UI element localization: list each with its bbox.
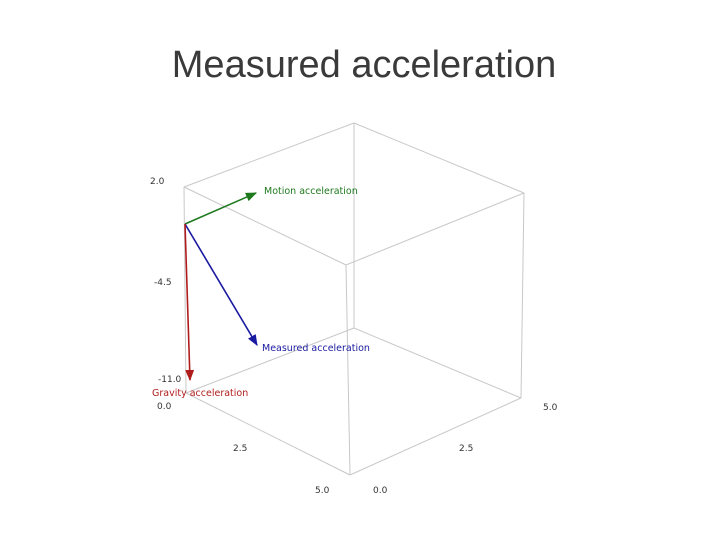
box-edge (183, 122, 355, 188)
box-edge (353, 327, 522, 399)
box-edge (345, 264, 351, 476)
slide-title: Measured acceleration (171, 44, 557, 86)
box-edge (520, 192, 525, 399)
box-edge (183, 186, 187, 394)
x-tick-start: 0.0 (157, 402, 172, 412)
y-tick-end: 5.0 (543, 403, 558, 413)
box-edge (183, 186, 347, 266)
x-tick-mid: 2.5 (233, 444, 247, 454)
box-edge (349, 397, 522, 476)
box-edge (353, 122, 525, 194)
x-tick-end: 5.0 (315, 486, 330, 496)
measured-vector-arrow (184, 223, 258, 346)
z-tick-bottom: -11.0 (158, 375, 182, 385)
motion-vector-label: Motion acceleration (264, 186, 358, 197)
z-tick-mid: -4.5 (154, 278, 172, 288)
y-tick-start: 0.0 (373, 486, 388, 496)
measured-vector-label: Measured acceleration (262, 343, 370, 354)
gravity-vector-arrow (184, 223, 195, 382)
box-edge (345, 192, 525, 266)
motion-vector-arrow (184, 192, 258, 225)
box-edge (185, 392, 351, 476)
bounding-box (183, 122, 525, 476)
y-tick-mid: 2.5 (459, 444, 473, 454)
z-tick-top: 2.0 (150, 177, 165, 187)
box-edge (185, 327, 355, 394)
gravity-vector-label: Gravity acceleration (152, 388, 248, 399)
